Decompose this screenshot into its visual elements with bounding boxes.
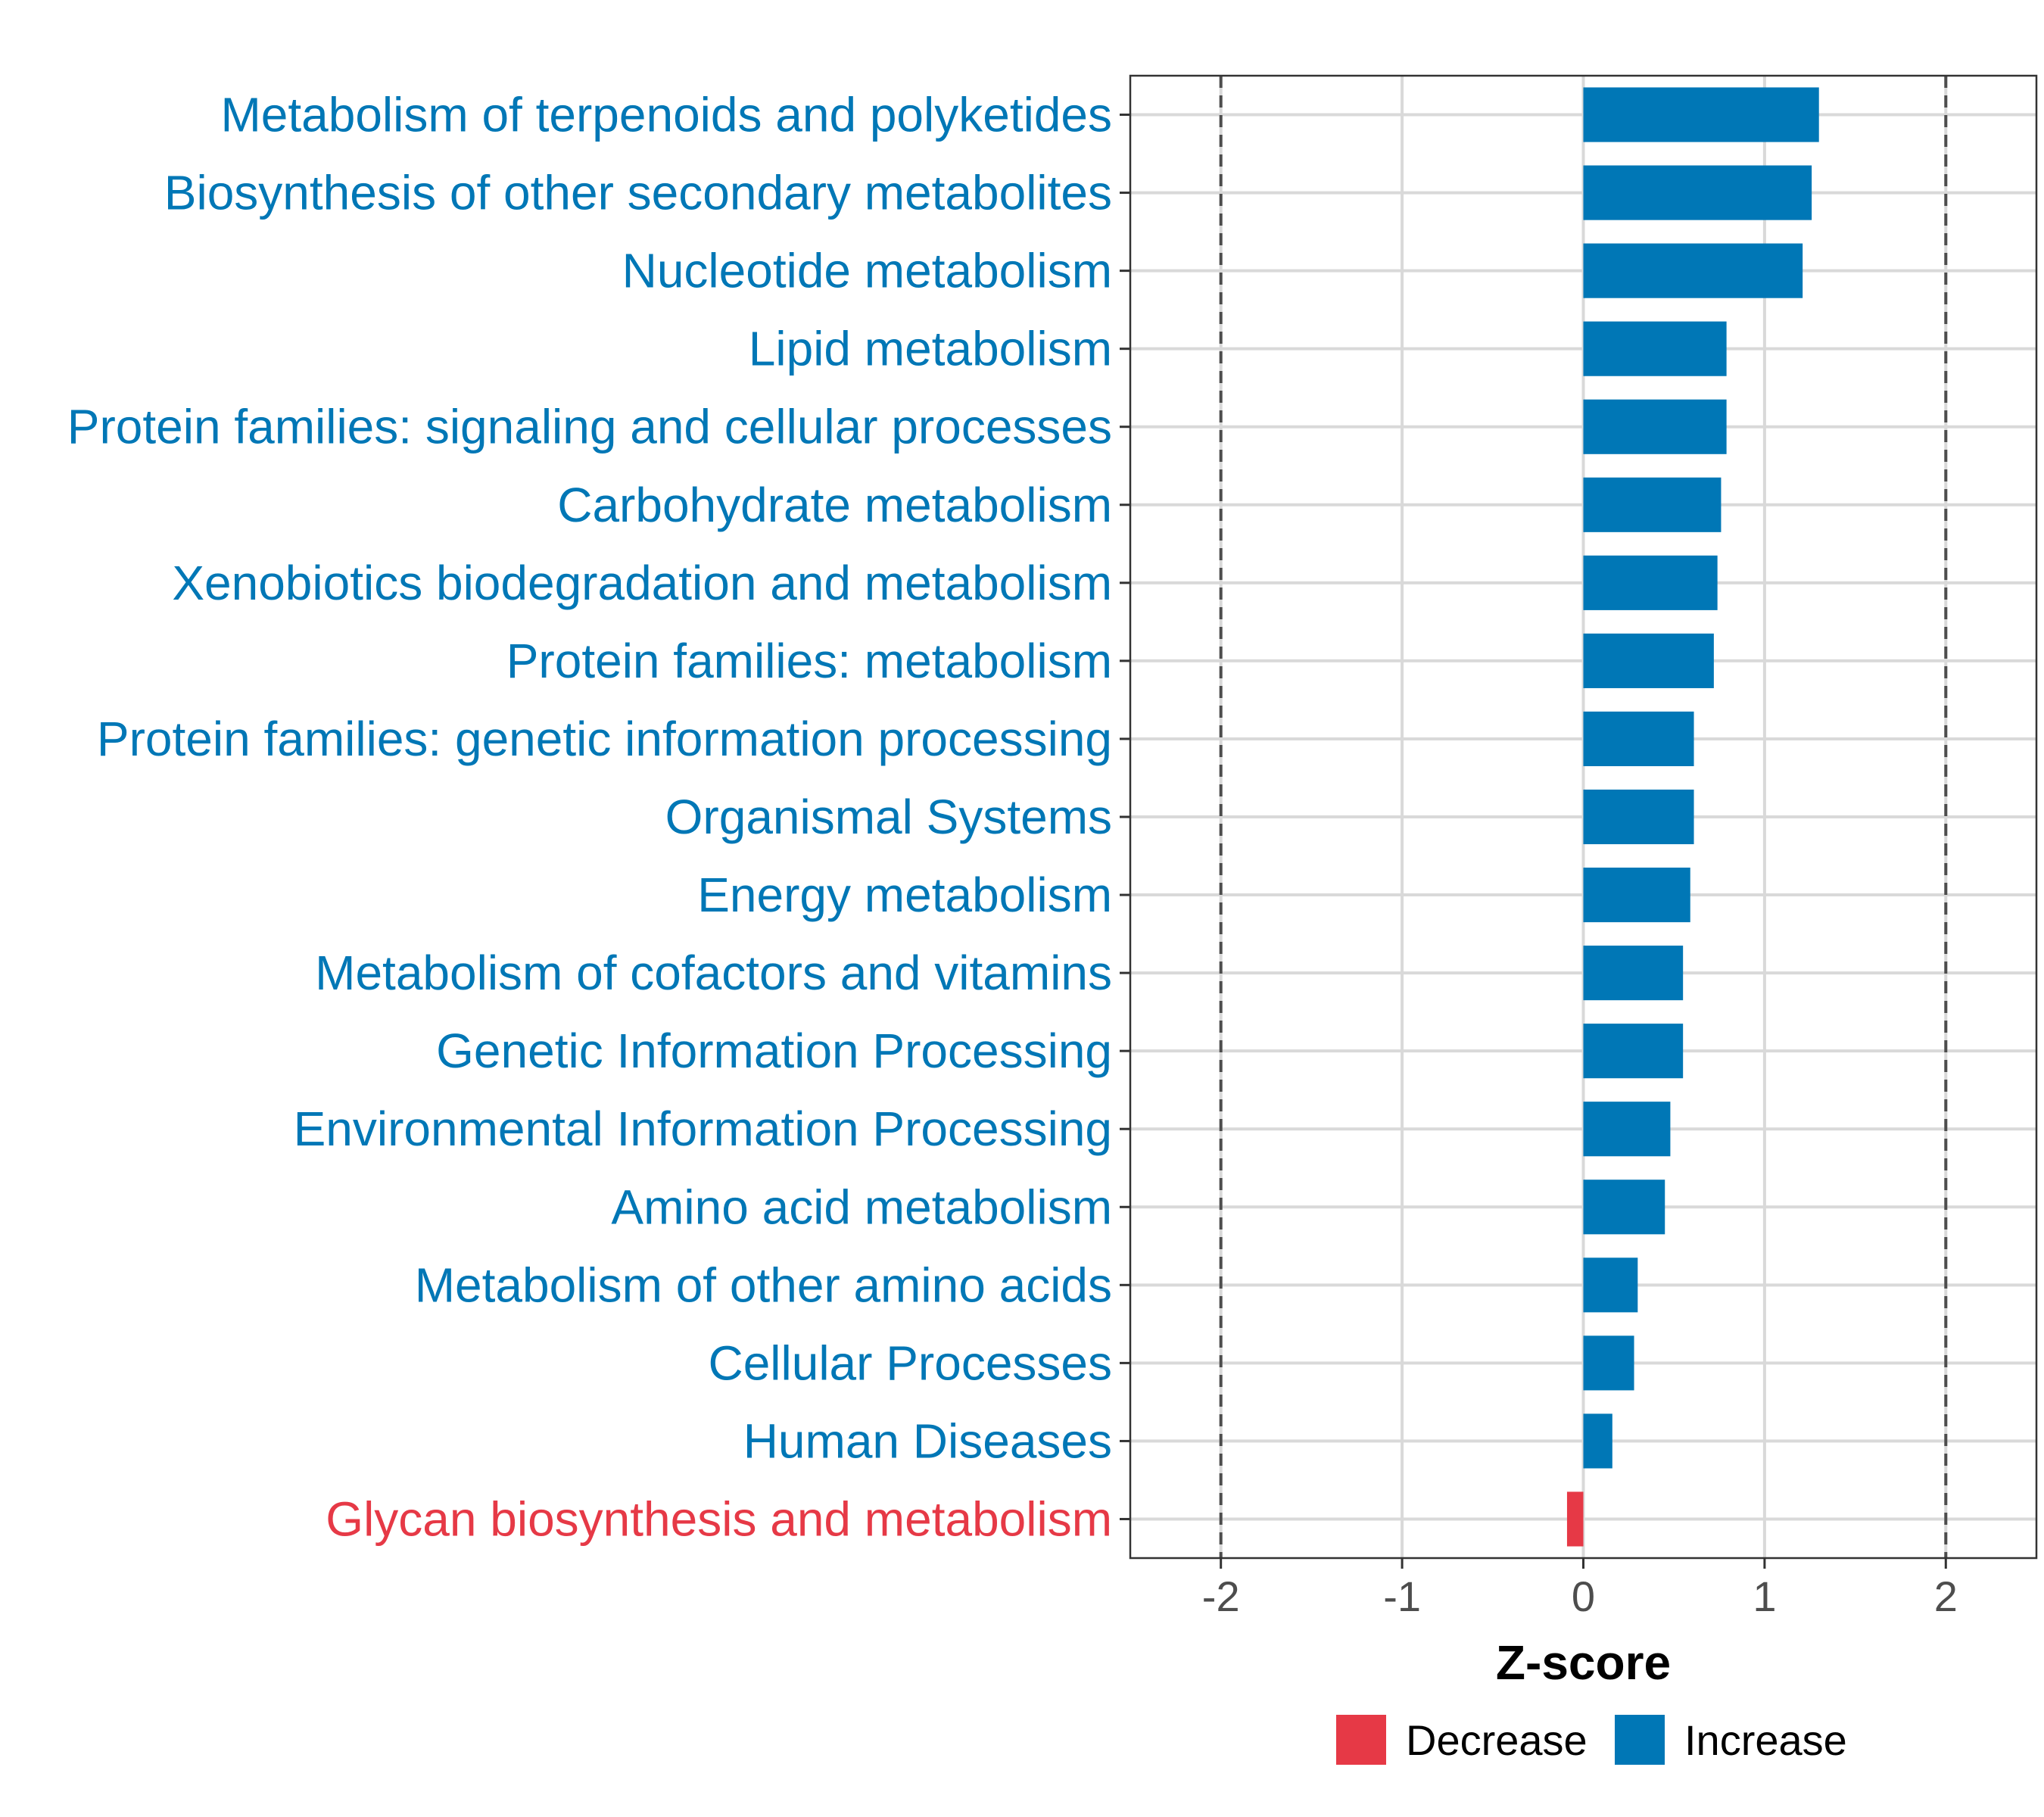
bar xyxy=(1583,1024,1684,1079)
bar xyxy=(1583,1413,1612,1469)
category-label: Metabolism of cofactors and vitamins xyxy=(315,946,1112,1000)
x-tick-label: 1 xyxy=(1753,1572,1776,1620)
bar xyxy=(1583,243,1803,298)
category-label: Biosynthesis of other secondary metaboli… xyxy=(164,166,1112,220)
category-label: Metabolism of other amino acids xyxy=(415,1258,1112,1312)
bar xyxy=(1583,946,1684,1001)
bar xyxy=(1566,1491,1584,1547)
category-label: Protein families: genetic information pr… xyxy=(97,712,1112,766)
category-label: Glycan biosynthesis and metabolism xyxy=(326,1491,1112,1546)
bar xyxy=(1583,1335,1634,1391)
category-label: Cellular Processes xyxy=(708,1335,1112,1390)
category-label: Energy metabolism xyxy=(697,868,1112,922)
x-tick-label: 2 xyxy=(1934,1572,1958,1620)
category-label: Protein families: signaling and cellular… xyxy=(67,400,1112,454)
category-label: Protein families: metabolism xyxy=(506,634,1112,688)
bar xyxy=(1583,87,1819,142)
category-label: Organismal Systems xyxy=(665,790,1112,844)
category-label: Human Diseases xyxy=(743,1413,1112,1468)
bar-series xyxy=(1566,87,1819,1547)
bar xyxy=(1583,321,1727,376)
x-axis-title: Z-score xyxy=(1496,1635,1671,1690)
category-label: Carbohydrate metabolism xyxy=(557,478,1112,532)
x-tick-label: -2 xyxy=(1202,1572,1240,1620)
category-label: Amino acid metabolism xyxy=(611,1180,1112,1234)
category-label: Genetic Information Processing xyxy=(436,1024,1112,1078)
bar xyxy=(1583,1258,1638,1313)
category-label: Nucleotide metabolism xyxy=(622,244,1112,298)
legend-label: Increase xyxy=(1684,1716,1847,1764)
legend-label: Decrease xyxy=(1406,1716,1588,1764)
category-label: Lipid metabolism xyxy=(749,322,1112,376)
legend: Decrease Increase xyxy=(1336,1715,1847,1765)
bar xyxy=(1583,711,1694,767)
bar xyxy=(1583,1102,1671,1157)
bar xyxy=(1583,477,1722,532)
legend-key xyxy=(1615,1715,1665,1765)
x-axis: -2 -1 0 1 2 xyxy=(1202,1558,1958,1620)
x-tick-label: -1 xyxy=(1383,1572,1421,1620)
bar xyxy=(1583,165,1812,220)
category-label: Xenobiotics biodegradation and metabolis… xyxy=(172,556,1112,610)
bar xyxy=(1583,399,1727,454)
category-labels: Metabolism of terpenoids and polyketides… xyxy=(67,88,1130,1546)
bar xyxy=(1583,555,1718,610)
category-label: Metabolism of terpenoids and polyketides xyxy=(220,88,1112,142)
x-tick-label: 0 xyxy=(1572,1572,1595,1620)
bar xyxy=(1583,633,1714,688)
bar xyxy=(1583,1180,1665,1235)
bar xyxy=(1583,867,1690,923)
category-label: Environmental Information Processing xyxy=(294,1102,1112,1156)
legend-key xyxy=(1336,1715,1386,1765)
bar xyxy=(1583,789,1694,845)
